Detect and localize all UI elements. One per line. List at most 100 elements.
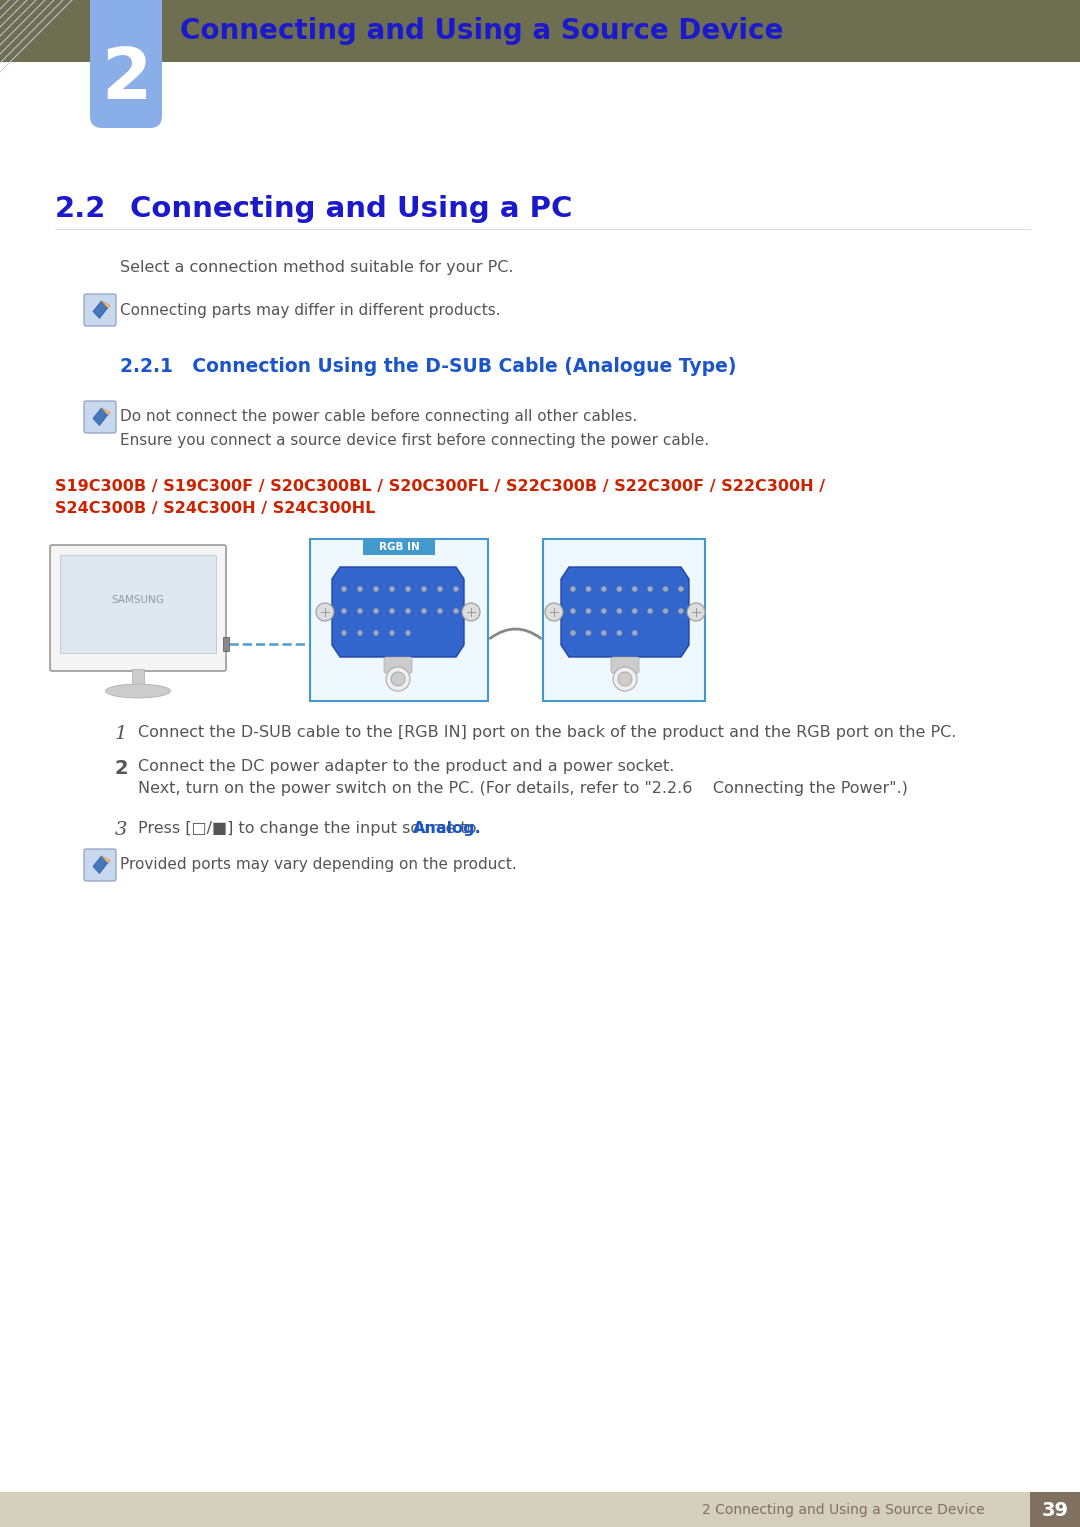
Circle shape [613,667,637,692]
Text: Next, turn on the power switch on the PC. (For details, refer to "2.2.6    Conne: Next, turn on the power switch on the PC… [138,780,908,796]
Bar [363,539,435,554]
Circle shape [341,586,347,592]
Polygon shape [93,301,108,319]
Circle shape [632,631,637,637]
Circle shape [357,631,363,637]
Circle shape [405,586,411,592]
Bar [0,1492,1080,1527]
FancyBboxPatch shape [611,657,639,673]
Circle shape [632,586,637,592]
Circle shape [600,586,607,592]
Polygon shape [102,301,110,308]
Circle shape [386,667,410,692]
FancyBboxPatch shape [50,545,226,670]
Circle shape [585,586,592,592]
Polygon shape [102,408,110,415]
FancyBboxPatch shape [84,849,116,881]
Bar [60,554,216,654]
Polygon shape [93,857,108,873]
Text: Do not connect the power cable before connecting all other cables.: Do not connect the power cable before co… [120,409,637,425]
Circle shape [389,631,395,637]
Circle shape [570,586,576,592]
Circle shape [405,608,411,614]
Circle shape [617,586,622,592]
Text: Connecting parts may differ in different products.: Connecting parts may differ in different… [120,302,501,318]
Text: Press [□/■] to change the input source to: Press [□/■] to change the input source t… [138,822,482,835]
Text: Ensure you connect a source device first before connecting the power cable.: Ensure you connect a source device first… [120,434,710,449]
Circle shape [453,586,459,592]
Circle shape [437,586,443,592]
Polygon shape [561,567,689,657]
Bar [543,539,705,701]
Text: Select a connection method suitable for your PC.: Select a connection method suitable for … [120,260,513,275]
Text: Connect the D-SUB cable to the [RGB IN] port on the back of the product and the : Connect the D-SUB cable to the [RGB IN] … [138,725,957,741]
Circle shape [618,672,632,686]
Circle shape [647,608,653,614]
Text: 1: 1 [114,725,127,744]
Bar [132,669,144,687]
Text: 2 Connecting and Using a Source Device: 2 Connecting and Using a Source Device [702,1503,985,1516]
Circle shape [687,603,705,621]
Bar [90,0,162,52]
Circle shape [389,608,395,614]
FancyBboxPatch shape [384,657,411,673]
Circle shape [341,631,347,637]
Text: RGB IN: RGB IN [379,542,419,551]
Circle shape [617,608,622,614]
Circle shape [617,631,622,637]
Polygon shape [332,567,464,657]
Text: Connecting and Using a PC: Connecting and Using a PC [130,195,572,223]
Text: 3: 3 [114,822,127,838]
Text: Connect the DC power adapter to the product and a power socket.: Connect the DC power adapter to the prod… [138,759,674,774]
Circle shape [341,608,347,614]
Circle shape [678,586,684,592]
Circle shape [453,608,459,614]
Bar [310,539,488,701]
Circle shape [545,603,563,621]
Circle shape [570,631,576,637]
Circle shape [373,631,379,637]
Text: S19C300B / S19C300F / S20C300BL / S20C300FL / S22C300B / S22C300F / S22C300H /: S19C300B / S19C300F / S20C300BL / S20C30… [55,479,825,495]
Circle shape [405,631,411,637]
Text: Connecting and Using a Source Device: Connecting and Using a Source Device [180,17,783,44]
Circle shape [678,608,684,614]
Circle shape [600,608,607,614]
Circle shape [585,631,592,637]
Circle shape [373,586,379,592]
Circle shape [421,608,427,614]
Circle shape [600,631,607,637]
Text: Analog.: Analog. [413,822,482,835]
Circle shape [662,586,669,592]
Circle shape [357,608,363,614]
Circle shape [570,608,576,614]
Circle shape [662,608,669,614]
Text: SAMSUNG: SAMSUNG [111,596,164,605]
Circle shape [316,603,334,621]
FancyBboxPatch shape [84,402,116,434]
Text: 2: 2 [100,44,151,115]
Bar [222,637,229,651]
Polygon shape [102,857,110,863]
Circle shape [373,608,379,614]
Text: 39: 39 [1041,1501,1068,1519]
FancyBboxPatch shape [84,295,116,325]
Ellipse shape [106,684,171,698]
Bar [0,0,1080,63]
Polygon shape [93,408,108,426]
FancyBboxPatch shape [90,0,162,128]
Circle shape [391,672,405,686]
Circle shape [389,586,395,592]
Text: Provided ports may vary depending on the product.: Provided ports may vary depending on the… [120,858,516,872]
Text: 2: 2 [114,759,129,777]
Circle shape [632,608,637,614]
Circle shape [462,603,480,621]
Circle shape [647,586,653,592]
Text: 2.2: 2.2 [55,195,106,223]
Circle shape [357,586,363,592]
Circle shape [421,586,427,592]
Circle shape [585,608,592,614]
Circle shape [437,608,443,614]
Text: S24C300B / S24C300H / S24C300HL: S24C300B / S24C300H / S24C300HL [55,501,376,516]
Text: 2.2.1   Connection Using the D-SUB Cable (Analogue Type): 2.2.1 Connection Using the D-SUB Cable (… [120,357,737,376]
Bar [1030,1492,1080,1527]
